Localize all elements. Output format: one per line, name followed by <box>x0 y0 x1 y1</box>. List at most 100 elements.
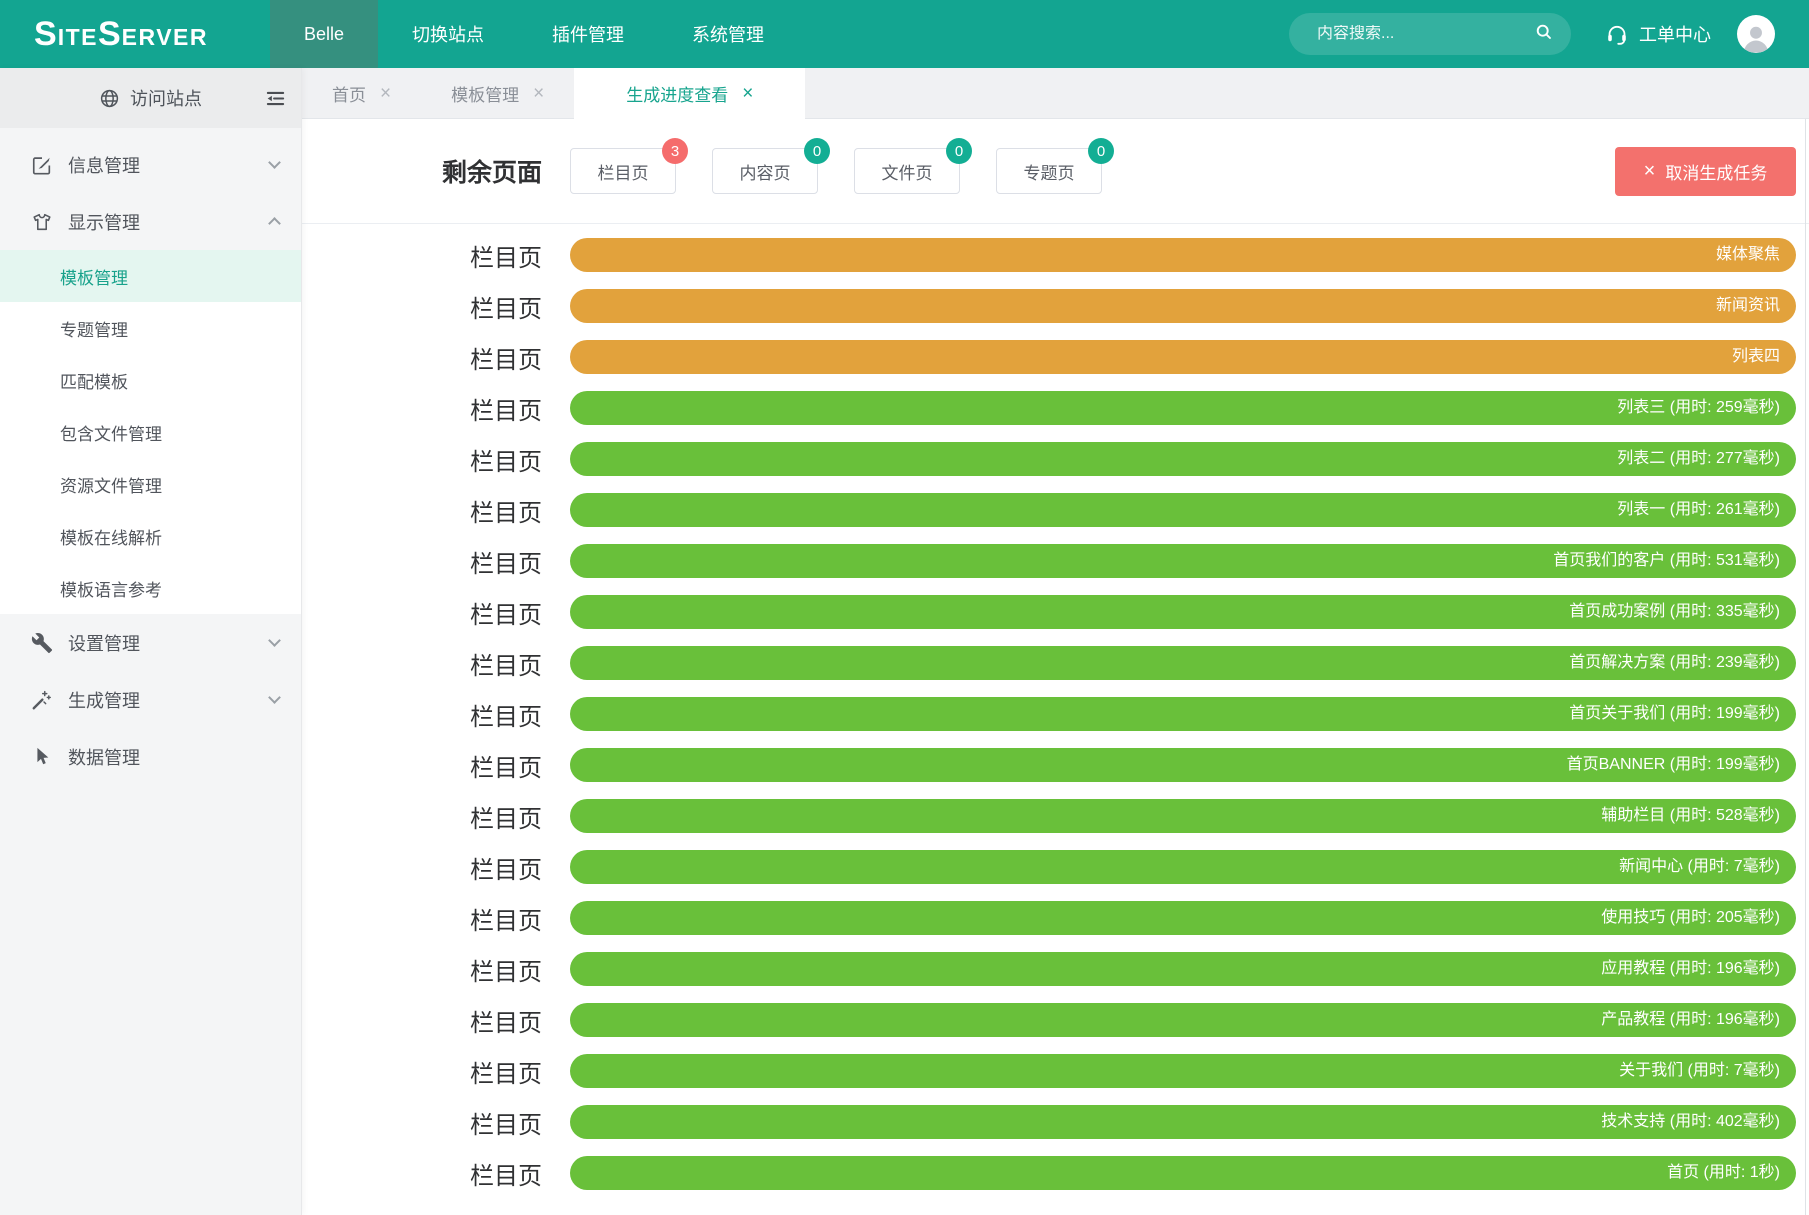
progress-type-label: 栏目页 <box>470 550 542 578</box>
progress-row: 栏目页 辅助栏目 (用时: 528毫秒) <box>302 799 1809 833</box>
person-icon <box>1739 21 1773 53</box>
progress-row: 栏目页 产品教程 (用时: 196毫秒) <box>302 1003 1809 1037</box>
siteserver-logo: S ITE S ERVER <box>0 15 270 54</box>
counter-label: 文件页 <box>881 163 933 183</box>
tab-label: 生成进度查看 <box>626 86 729 105</box>
sidebar-menu: 信息管理显示管理 模板管理专题管理匹配模板包含文件管理 资源文件管理 模板在线解析 模板… <box>0 128 301 785</box>
sidebar-subitem-include-file-admin[interactable]: 包含文件管理 <box>60 424 162 444</box>
sidebar-item-label: 信息管理 <box>68 155 140 176</box>
tab-close-icon[interactable]: × <box>380 83 392 104</box>
nav-item-belle[interactable]: Belle <box>270 0 379 68</box>
headset-icon <box>1605 22 1629 46</box>
counter-label: 栏目页 <box>597 163 649 183</box>
work-order-center[interactable]: 工单中心 <box>1605 21 1711 47</box>
counter-file-page[interactable]: 文件页 0 <box>854 138 972 194</box>
scrollbar-track[interactable] <box>1805 119 1806 1215</box>
sidebar-item-label: 生成管理 <box>68 690 140 711</box>
visit-site-label: 访问站点 <box>130 89 202 109</box>
sidebar-item-info-admin[interactable]: 信息管理 <box>0 136 301 193</box>
progress-bar-done: 首页 (用时: 1秒) <box>570 1156 1796 1190</box>
counter-channel-page[interactable]: 栏目页 3 <box>570 138 688 194</box>
progress-type-label: 栏目页 <box>470 652 542 680</box>
progress-bar-done: 列表三 (用时: 259毫秒) <box>570 391 1796 425</box>
logo-text-part: ITE <box>57 23 98 50</box>
tab-template-admin[interactable]: 模板管理 × <box>421 68 574 119</box>
chevron-down-icon <box>268 691 281 704</box>
progress-bar-done: 使用技巧 (用时: 205毫秒) <box>570 901 1796 935</box>
sidebar-subitem-template-admin[interactable]: 模板管理 <box>0 250 301 302</box>
visit-site-button[interactable]: 访问站点 <box>0 68 301 128</box>
sidebar-submenu-display-admin: 模板管理专题管理匹配模板包含文件管理 资源文件管理 模板在线解析 模板语言参考 <box>0 250 301 614</box>
progress-bar-running: 新闻资讯 <box>570 289 1796 323</box>
tab-home[interactable]: 首页 × <box>302 68 421 119</box>
sidebar-item-settings-admin[interactable]: 设置管理 <box>0 614 301 671</box>
progress-row: 栏目页 首页BANNER (用时: 199毫秒) <box>302 748 1809 782</box>
tab-generate-progress[interactable]: 生成进度查看 × <box>574 68 806 119</box>
progress-type-label: 栏目页 <box>470 1162 542 1190</box>
progress-row: 栏目页 列表二 (用时: 277毫秒) <box>302 442 1809 476</box>
progress-type-label: 栏目页 <box>470 346 542 374</box>
progress-type-label: 栏目页 <box>470 907 542 935</box>
sidebar-subitem-special-admin[interactable]: 专题管理 <box>60 320 128 340</box>
progress-bar-running: 列表四 <box>570 340 1796 374</box>
tab-bar: 首页 × 模板管理 × 生成进度查看 × <box>302 68 1809 119</box>
progress-type-label: 栏目页 <box>470 1060 542 1088</box>
search-icon[interactable] <box>1534 22 1553 46</box>
tab-close-icon[interactable]: × <box>742 83 754 104</box>
content-search-box[interactable] <box>1289 13 1571 55</box>
progress-bar-done: 首页关于我们 (用时: 199毫秒) <box>570 697 1796 731</box>
progress-type-label: 栏目页 <box>470 295 542 323</box>
nav-item-system-admin[interactable]: 系统管理 <box>692 25 765 45</box>
counter-badge: 3 <box>662 138 688 164</box>
progress-row: 栏目页 应用教程 (用时: 196毫秒) <box>302 952 1809 986</box>
progress-type-label: 栏目页 <box>470 703 542 731</box>
logo-text-part: S <box>34 14 58 53</box>
sidebar-subitem-resource-file-admin[interactable]: 资源文件管理 <box>60 476 162 496</box>
edit-icon <box>30 154 54 176</box>
tab-close-icon[interactable]: × <box>533 83 545 104</box>
sidebar-item-data-admin[interactable]: 数据管理 <box>0 728 301 785</box>
progress-row: 栏目页 首页解决方案 (用时: 239毫秒) <box>302 646 1809 680</box>
counter-special-page[interactable]: 专题页 0 <box>996 138 1114 194</box>
user-avatar[interactable] <box>1737 15 1775 53</box>
nav-item-switch-site[interactable]: 切换站点 <box>412 25 485 45</box>
wrench-icon <box>30 632 54 654</box>
progress-row: 栏目页 关于我们 (用时: 7毫秒) <box>302 1054 1809 1088</box>
chevron-down-icon <box>268 634 281 647</box>
progress-bar-done: 首页成功案例 (用时: 335毫秒) <box>570 595 1796 629</box>
counter-badge: 0 <box>946 138 972 164</box>
progress-row: 栏目页 首页 (用时: 1秒) <box>302 1156 1809 1190</box>
sidebar-subitem-match-template[interactable]: 匹配模板 <box>60 372 128 392</box>
sidebar-subitem-template-language-ref[interactable]: 模板语言参考 <box>60 580 162 600</box>
progress-row: 栏目页 列表一 (用时: 261毫秒) <box>302 493 1809 527</box>
counter-label: 内容页 <box>739 163 791 183</box>
work-order-label: 工单中心 <box>1639 25 1711 45</box>
sidebar-collapse-icon[interactable] <box>264 87 287 110</box>
progress-bar-done: 新闻中心 (用时: 7毫秒) <box>570 850 1796 884</box>
top-nav-menu: Belle 切换站点 插件管理 系统管理 <box>270 0 798 68</box>
tab-label: 首页 <box>332 86 366 105</box>
sidebar-subitem-template-online-parse[interactable]: 模板在线解析 <box>60 528 162 548</box>
navbar-right: 工单中心 <box>1289 13 1809 55</box>
cancel-generate-button[interactable]: × 取消生成任务 <box>1615 146 1796 196</box>
nav-item-plugin-admin[interactable]: 插件管理 <box>552 25 625 45</box>
sidebar-item-label: 设置管理 <box>68 633 140 654</box>
progress-type-label: 栏目页 <box>470 397 542 425</box>
chevron-up-icon <box>268 217 281 230</box>
tshirt-icon <box>30 211 54 233</box>
progress-row: 栏目页 列表三 (用时: 259毫秒) <box>302 391 1809 425</box>
progress-row: 栏目页 首页我们的客户 (用时: 531毫秒) <box>302 544 1809 578</box>
sidebar-item-display-admin[interactable]: 显示管理 <box>0 193 301 250</box>
page-title: 剩余页面 <box>441 159 542 187</box>
progress-row: 栏目页 新闻资讯 <box>302 289 1809 323</box>
counter-content-page[interactable]: 内容页 0 <box>712 138 830 194</box>
progress-bar-done: 列表二 (用时: 277毫秒) <box>570 442 1796 476</box>
sidebar: 访问站点 信息管理显示管理 模板管理专题管理匹配模板包含文件管理 资源文件管理 模板在… <box>0 68 302 1215</box>
progress-bar-done: 技术支持 (用时: 402毫秒) <box>570 1105 1796 1139</box>
sidebar-item-generate-admin[interactable]: 生成管理 <box>0 671 301 728</box>
tab-label: 模板管理 <box>451 86 520 105</box>
counter-label: 专题页 <box>1023 163 1075 183</box>
logo-text-part: ERVER <box>121 23 208 50</box>
search-input[interactable] <box>1317 25 1534 43</box>
progress-row: 栏目页 首页成功案例 (用时: 335毫秒) <box>302 595 1809 629</box>
